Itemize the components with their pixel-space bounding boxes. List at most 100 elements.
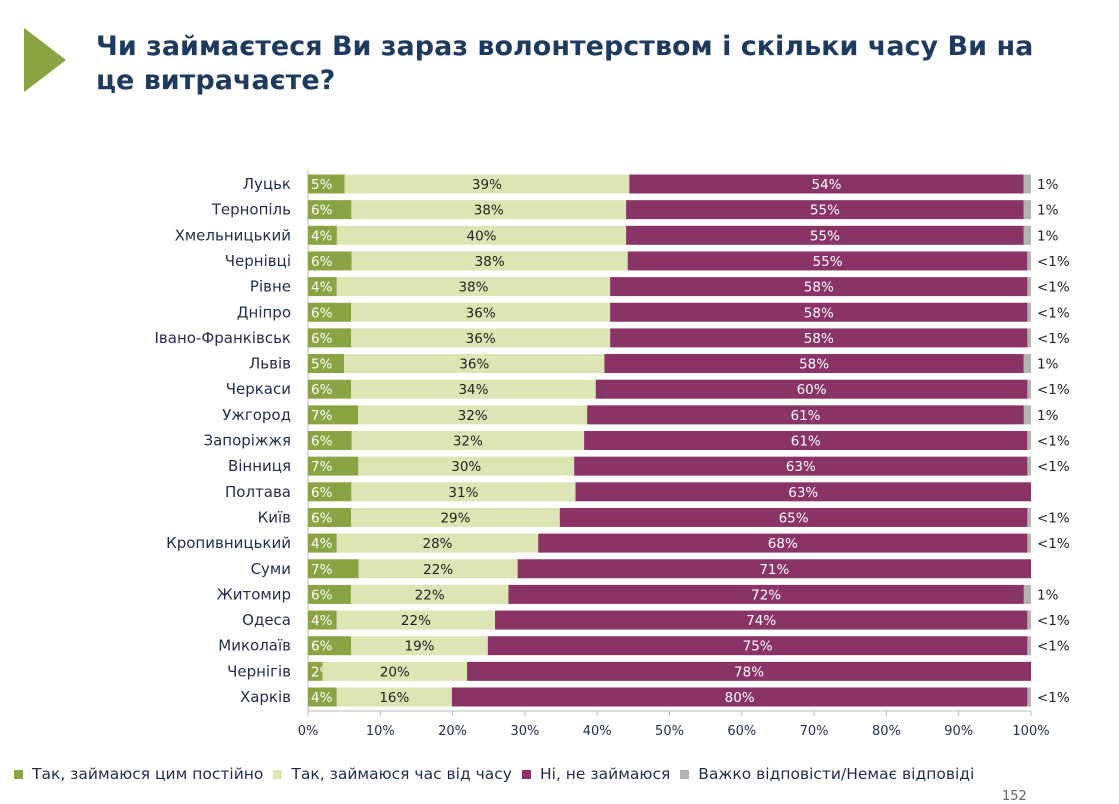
bar-segment-sometimes xyxy=(351,507,560,527)
data-label: 38% xyxy=(458,280,488,296)
data-label: 6% xyxy=(311,510,333,526)
x-tick-label: 60% xyxy=(727,724,756,739)
data-label: 74% xyxy=(746,613,776,629)
page-title: Чи займаєтеся Ви зараз волонтерством і с… xyxy=(96,31,1034,96)
bar-segment-sometimes xyxy=(336,277,611,297)
data-label: 20% xyxy=(380,664,410,680)
data-label: 55% xyxy=(810,228,840,244)
data-label: 39% xyxy=(472,177,502,193)
bar-segment-hard xyxy=(1023,405,1031,425)
x-tick-label: 90% xyxy=(944,724,973,739)
data-label: 36% xyxy=(459,357,489,373)
bar-segment-no xyxy=(627,251,1028,271)
category-label: Івано-Франківськ xyxy=(154,329,291,347)
category-label: Запоріжжя xyxy=(203,432,291,450)
bar-segment-hard xyxy=(1027,431,1031,450)
category-label: Хмельницький xyxy=(175,226,291,244)
data-label: 63% xyxy=(786,459,816,475)
category-label: Дніпро xyxy=(237,303,291,321)
bar-segment-constant xyxy=(308,661,323,681)
bar-segment-constant xyxy=(308,354,345,374)
title-arrow-icon xyxy=(24,28,66,92)
bar-segment-hard xyxy=(1027,507,1031,527)
bar-segment-sometimes xyxy=(351,431,585,450)
data-label-hard: <1% xyxy=(1037,639,1070,655)
stacked-bar-chart: Луцьк 5% 39% 54% 1% Тернопіль 6% 38% 55% 1% Хмельн… xyxy=(154,170,1070,739)
data-label: 58% xyxy=(804,331,834,347)
bar-segment-sometimes xyxy=(351,251,628,271)
category-label: Кропивницький xyxy=(166,534,291,552)
data-label: 4% xyxy=(311,280,333,296)
bar-segment-no xyxy=(626,225,1024,245)
data-label-hard: <1% xyxy=(1037,536,1070,552)
data-label: 6% xyxy=(311,203,333,219)
category-label: Тернопіль xyxy=(211,201,291,219)
x-tick-label: 70% xyxy=(800,724,829,739)
bar-segment-hard xyxy=(1023,174,1031,194)
data-label: 4% xyxy=(311,690,333,706)
category-label: Львів xyxy=(249,355,291,373)
bar-segment-no xyxy=(604,354,1024,374)
data-label: 4% xyxy=(311,613,333,629)
legend-item: Важко відповісти/Немає відповіді xyxy=(680,765,974,783)
bar-segment-constant xyxy=(308,482,352,502)
legend-item: Так, займаюся цим постійно xyxy=(14,765,263,783)
category-label: Миколаїв xyxy=(218,637,291,655)
x-tick-label: 50% xyxy=(655,724,684,739)
category-label: Чернігів xyxy=(227,662,291,680)
bar-segment-constant xyxy=(308,277,337,297)
data-label: 7% xyxy=(311,459,333,475)
data-label-hard: <1% xyxy=(1037,382,1070,398)
data-label: 58% xyxy=(804,280,834,296)
data-label: 22% xyxy=(401,613,431,629)
data-label: 55% xyxy=(813,254,843,270)
data-label-hard: 1% xyxy=(1037,357,1059,373)
bar-segment-hard xyxy=(1027,610,1031,630)
data-label-hard: 1% xyxy=(1037,587,1059,603)
bar-segment-sometimes xyxy=(351,482,576,502)
data-label: 63% xyxy=(788,485,818,501)
bar-segment-hard xyxy=(1023,354,1031,374)
data-label: 32% xyxy=(453,434,483,450)
bar-segment-no xyxy=(538,533,1028,553)
data-label: 4% xyxy=(311,228,333,244)
data-label: 28% xyxy=(422,536,452,552)
data-label-hard: <1% xyxy=(1037,254,1070,270)
bar-segment-constant xyxy=(308,584,351,604)
data-label: 38% xyxy=(474,203,504,219)
data-label: 68% xyxy=(768,536,798,552)
data-label: 6% xyxy=(311,639,333,655)
legend: Так, займаюся цим постійно Так, займаюся … xyxy=(14,765,974,783)
data-label: 58% xyxy=(799,357,829,373)
bar-segment-no xyxy=(610,302,1028,322)
bar-segment-no xyxy=(487,636,1028,656)
bar-segment-no xyxy=(574,456,1028,476)
bar-segment-sometimes xyxy=(350,584,509,604)
bar-segment-constant xyxy=(308,302,352,322)
bar-segment-sometimes xyxy=(351,636,488,656)
bar-segment-constant xyxy=(308,507,352,527)
data-label-hard: 1% xyxy=(1037,408,1059,424)
bar-segment-sometimes xyxy=(336,687,452,707)
bar-segment-constant xyxy=(308,636,352,656)
category-label: Луцьк xyxy=(243,175,291,193)
data-label: 6% xyxy=(311,382,333,398)
data-label: 6% xyxy=(311,331,333,347)
legend-swatch xyxy=(14,769,23,779)
category-label: Чернівці xyxy=(225,252,291,270)
data-label: 55% xyxy=(810,203,840,219)
category-label: Ужгород xyxy=(222,406,291,424)
data-label: 6% xyxy=(311,305,333,321)
data-label: 22% xyxy=(423,562,453,578)
bar-segment-constant xyxy=(308,174,345,194)
data-label-hard: <1% xyxy=(1037,434,1070,450)
bar-segment-no xyxy=(595,379,1028,399)
data-label: 30% xyxy=(451,459,481,475)
x-tick-label: 80% xyxy=(872,724,901,739)
category-label: Житомир xyxy=(217,585,291,603)
legend-item: Ні, не займаюся xyxy=(521,765,670,783)
x-tick-label: 10% xyxy=(366,724,395,739)
data-label: 65% xyxy=(779,510,809,526)
data-label-hard: 1% xyxy=(1037,177,1059,193)
bar-segment-sometimes xyxy=(351,328,611,348)
